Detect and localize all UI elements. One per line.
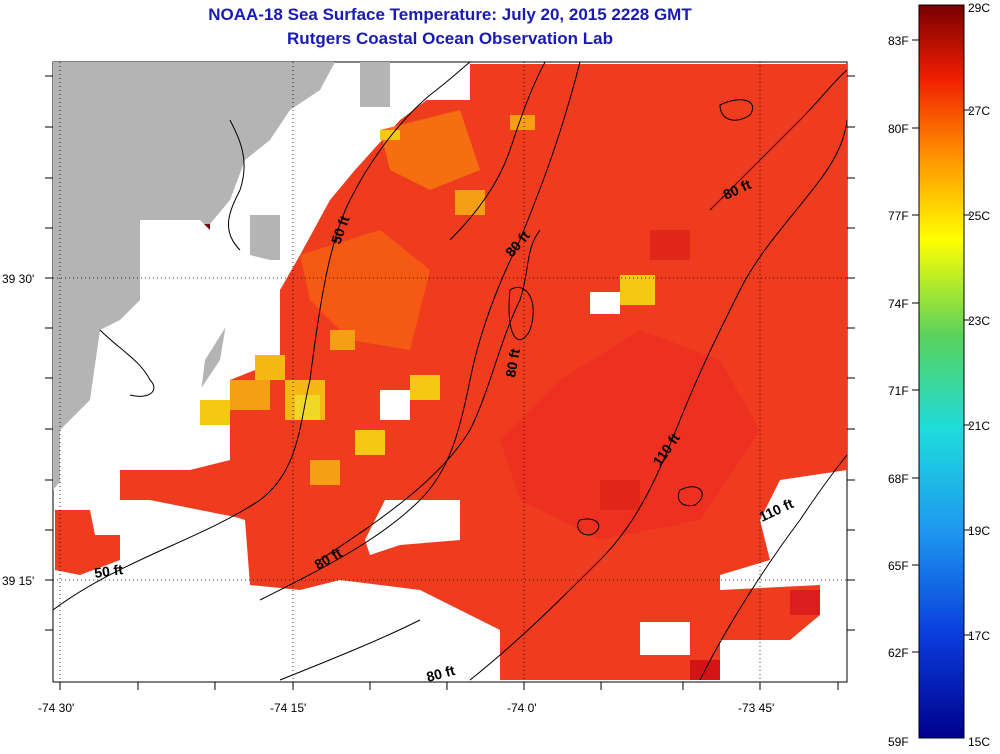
x-axis-labels: -74 30' -74 15' -74 0' -73 45' [38, 701, 774, 715]
colorbar-fahrenheit-labels: 83F 80F 77F 74F 71F 68F 65F 62F 59F [888, 34, 909, 749]
contour-label: 80 ft [425, 662, 457, 685]
colorbar-f-label: 68F [888, 472, 909, 486]
x-tick-label: -74 15' [270, 701, 306, 715]
contour-label: 50 ft [93, 561, 124, 581]
y-tick-label: 39 15' [2, 574, 34, 588]
colorbar-f-label: 83F [888, 34, 909, 48]
colorbar-f-label: 77F [888, 209, 909, 223]
x-tick-label: -74 0' [507, 701, 537, 715]
colorbar-c-label: 17C [968, 629, 990, 643]
map-subtitle: Rutgers Coastal Ocean Observation Lab [287, 29, 613, 48]
nearshore-nodata [60, 220, 270, 490]
map-title: NOAA-18 Sea Surface Temperature: July 20… [208, 5, 692, 24]
x-tick-label: -73 45' [738, 701, 774, 715]
contour-label: 80 ft [502, 347, 523, 378]
colorbar-f-label: 71F [888, 384, 909, 398]
bathymetry-contours [53, 62, 847, 681]
y-axis-labels: 39 30' 39 15' [2, 272, 34, 588]
minor-ticks [45, 75, 855, 690]
colorbar-c-label: 21C [968, 419, 990, 433]
colorbar-f-label: 65F [888, 559, 909, 573]
colorbar-c-label: 25C [968, 209, 990, 223]
colorbar-f-label: 62F [888, 646, 909, 660]
colorbar-f-label: 80F [888, 122, 909, 136]
gridlines [53, 62, 847, 682]
colorbar-c-label: 15C [968, 735, 990, 749]
y-tick-label: 39 30' [2, 272, 34, 286]
colorbar-f-label: 74F [888, 297, 909, 311]
colorbar-f-ticks [912, 39, 971, 653]
x-tick-label: -74 30' [38, 701, 74, 715]
colorbar-f-label: 59F [888, 735, 909, 749]
colorbar-c-label: 29C [968, 1, 990, 15]
colorbar-celsius-labels: 29C 27C 25C 23C 21C 19C 17C 15C [968, 1, 990, 749]
colorbar-c-label: 23C [968, 314, 990, 328]
colorbar-c-label: 19C [968, 524, 990, 538]
colorbar [918, 4, 965, 739]
sst-field [55, 64, 847, 680]
colorbar-c-label: 27C [968, 104, 990, 118]
